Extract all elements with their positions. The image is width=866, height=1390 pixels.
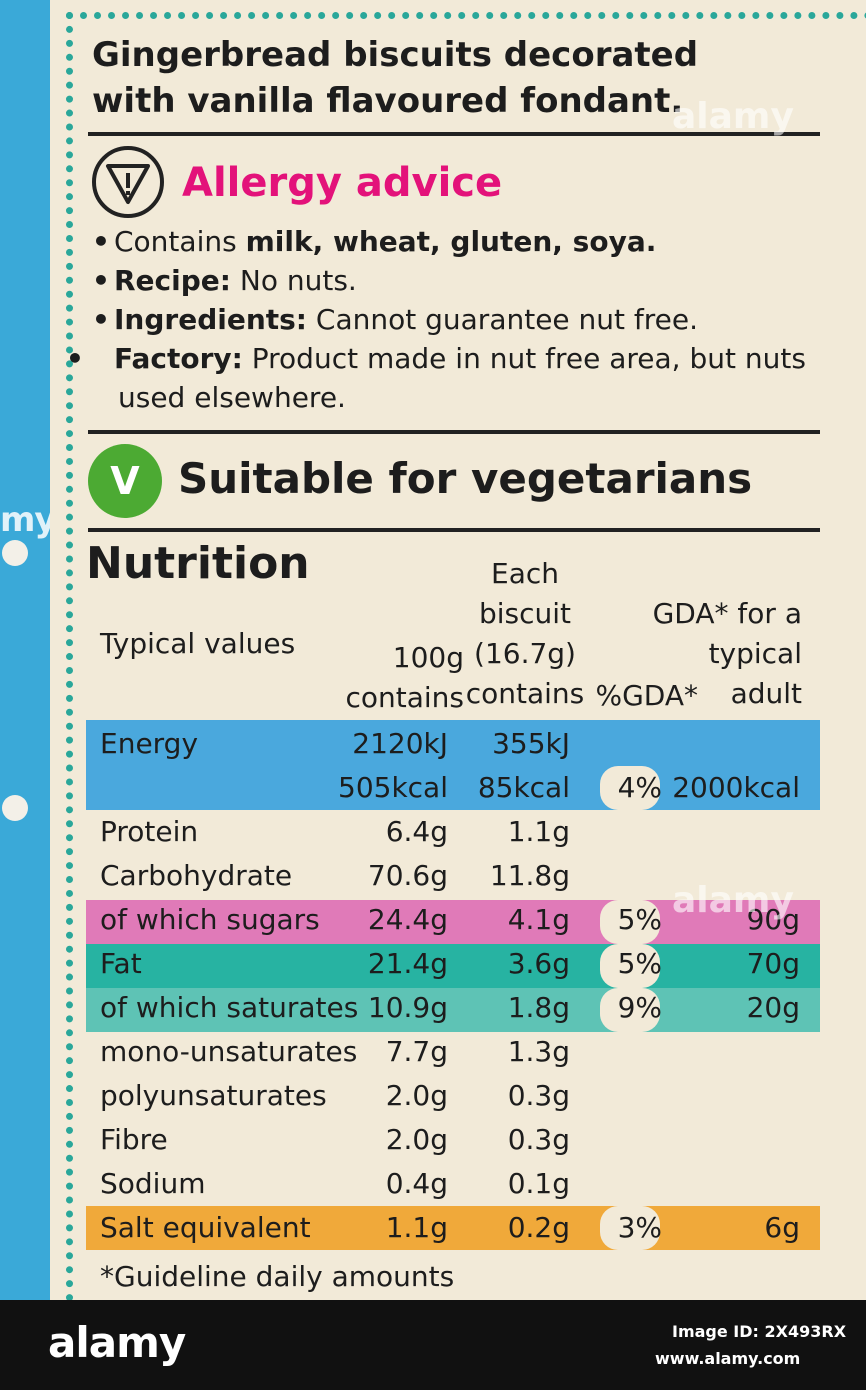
nutrient-each: 1.1g (507, 815, 570, 848)
allergy-item-factory: • Factory: Product made in nut free area,… (66, 342, 806, 414)
nutrient-label: of which sugars (100, 903, 320, 936)
nutrient-each: 11.8g (489, 859, 570, 892)
nutrient-per100: 21.4g (367, 947, 448, 980)
saturates-band (86, 988, 820, 1032)
nutrient-per100: 10.9g (367, 991, 448, 1024)
energy-per100-kcal: 505kcal (338, 771, 448, 804)
header-pct-gda: %GDA* (595, 679, 698, 712)
alamy-logo: alamy (48, 1318, 186, 1367)
nutrient-per100: 2.0g (385, 1123, 448, 1156)
site-url: www.alamy.com (655, 1349, 801, 1368)
nutrition-label-panel (50, 0, 866, 1300)
nutrient-each: 0.1g (507, 1167, 570, 1200)
vegetarian-label: Suitable for vegetarians (178, 454, 753, 503)
energy-label: Energy (100, 727, 199, 760)
nutrient-per100: 2.0g (385, 1079, 448, 1112)
header-per-100g: 100g contains (345, 641, 464, 714)
watermark-fragment: alamy (672, 96, 794, 137)
nutrient-label: mono-unsaturates (100, 1035, 358, 1068)
product-title: Gingerbread biscuits decorated with vani… (92, 35, 699, 121)
nutrient-label: Fat (100, 947, 142, 980)
punch-hole (2, 795, 28, 821)
salt-band (86, 1206, 820, 1250)
nutrient-pct-gda: 5% (617, 947, 662, 980)
vegetarian-icon: V (88, 444, 162, 518)
allergy-item-contains: • Contains milk, wheat, gluten, soya. (92, 225, 657, 258)
nutrient-row: of which saturates 10.9g 1.8g 9% 20g (100, 986, 820, 1030)
allergy-warning-icon (92, 146, 164, 218)
nutrient-label: Protein (100, 815, 199, 848)
watermark-fragment: alamy (672, 880, 794, 921)
header-typical-values: Typical values (100, 627, 296, 660)
nutrient-per100: 70.6g (367, 859, 448, 892)
punch-hole (2, 540, 28, 566)
energy-row-kcal: 505kcal 85kcal 4% 2000kcal (100, 766, 820, 810)
nutrient-each: 1.3g (507, 1035, 570, 1068)
nutrient-gda: 20g (746, 991, 800, 1024)
nutrient-per100: 0.4g (385, 1167, 448, 1200)
nutrient-per100: 7.7g (385, 1035, 448, 1068)
nutrient-row: Salt equivalent 1.1g 0.2g 3% 6g (100, 1206, 820, 1250)
package-edge (0, 0, 50, 1300)
nutrient-pct-gda: 9% (617, 991, 662, 1024)
nutrient-row: Carbohydrate 70.6g 11.8g (100, 854, 820, 898)
stock-photo-bar (0, 1300, 866, 1390)
nutrient-label: Sodium (100, 1167, 206, 1200)
nutrient-label: Salt equivalent (100, 1211, 311, 1244)
nutrient-row: polyunsaturates 2.0g 0.3g (100, 1074, 820, 1118)
divider (88, 430, 820, 434)
nutrient-row: Fibre 2.0g 0.3g (100, 1118, 820, 1162)
nutrient-gda: 70g (746, 947, 800, 980)
divider (88, 132, 820, 136)
nutrient-pct-gda: 5% (617, 903, 662, 936)
allergy-item-recipe: • Recipe: No nuts. (92, 264, 357, 297)
nutrient-row: Sodium 0.4g 0.1g (100, 1162, 820, 1206)
nutrient-each: 0.2g (507, 1211, 570, 1244)
nutrient-label: polyunsaturates (100, 1079, 327, 1112)
nutrient-row: Fat 21.4g 3.6g 5% 70g (100, 942, 820, 986)
sugars-band (86, 900, 820, 944)
dotted-border (66, 12, 866, 1302)
nutrient-per100: 24.4g (367, 903, 448, 936)
nutrient-gda: 90g (746, 903, 800, 936)
nutrient-label: of which saturates (100, 991, 359, 1024)
nutrient-each: 3.6g (507, 947, 570, 980)
energy-each-kj: 355kJ (492, 727, 570, 760)
energy-gda: 2000kcal (672, 771, 800, 804)
nutrient-each: 4.1g (507, 903, 570, 936)
nutrition-title: Nutrition (86, 538, 310, 589)
allergy-item-ingredients: • Ingredients: Cannot guarantee nut free. (92, 303, 699, 336)
nutrient-label: Fibre (100, 1123, 168, 1156)
image-id: Image ID: 2X493RX (672, 1322, 847, 1341)
header-each-biscuit: Each biscuit (16.7g) contains (465, 557, 585, 710)
allergy-title: Allergy advice (182, 160, 503, 206)
divider (88, 528, 820, 532)
energy-pct: 4% (617, 771, 662, 804)
footnote: *Guideline daily amounts (100, 1260, 455, 1293)
nutrient-each: 0.3g (507, 1123, 570, 1156)
energy-band (86, 720, 820, 810)
nutrient-label: Carbohydrate (100, 859, 293, 892)
nutrient-each: 0.3g (507, 1079, 570, 1112)
allergy-list: • Contains milk, wheat, gluten, soya. • Re… (66, 222, 822, 417)
nutrient-per100: 6.4g (385, 815, 448, 848)
header-gda-adult: GDA* for a typical adult (652, 597, 802, 710)
nutrient-row: Protein 6.4g 1.1g (100, 810, 820, 854)
energy-row-kj: Energy 2120kJ 355kJ (100, 722, 820, 766)
nutrient-row: of which sugars 24.4g 4.1g 5% 90g (100, 898, 820, 942)
watermark-fragment: my (0, 500, 57, 540)
nutrient-each: 1.8g (507, 991, 570, 1024)
nutrient-row: mono-unsaturates 7.7g 1.3g (100, 1030, 820, 1074)
energy-per100-kj: 2120kJ (352, 727, 448, 760)
nutrient-gda: 6g (764, 1211, 800, 1244)
fat-band (86, 944, 820, 988)
nutrient-pct-gda: 3% (617, 1211, 662, 1244)
energy-each-kcal: 85kcal (477, 771, 570, 804)
nutrient-per100: 1.1g (385, 1211, 448, 1244)
